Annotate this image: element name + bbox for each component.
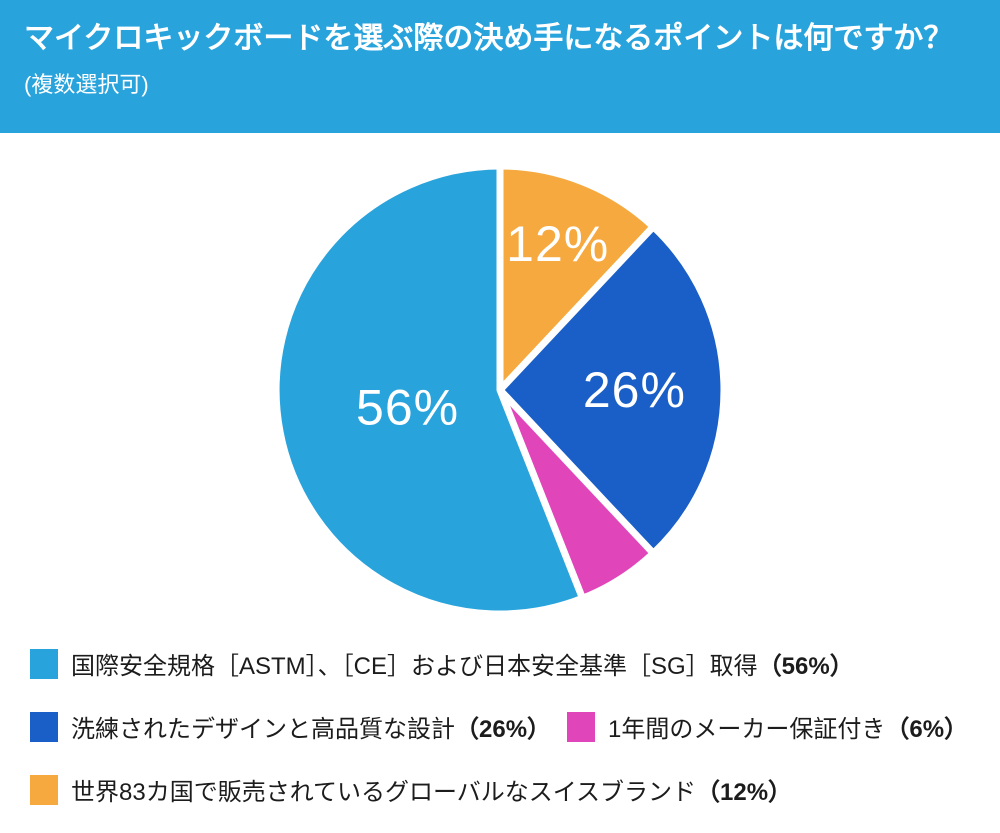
legend-label-design-quality: 洗練されたデザインと高品質な設計（26%） <box>71 709 551 744</box>
question-title: マイクロキックボードを選ぶ際の決め手になるポイントは何ですか？ <box>24 22 954 55</box>
legend-label-pct: （6%） <box>885 716 969 743</box>
legend-swatch-safety-standards <box>30 648 58 679</box>
question-subtitle: (複数選択可) <box>24 72 149 97</box>
legend-label-text: 洗練されたデザインと高品質な設計 <box>71 716 455 743</box>
legend-label-warranty: 1年間のメーカー保証付き（6%） <box>608 709 968 744</box>
pie-label-swiss-brand: 12% <box>506 216 609 272</box>
pie-slice-swiss-brand <box>496 162 657 394</box>
legend-row-2: 洗練されたデザインと高品質な設計（26%） 1年間のメーカー保証付き（6%） <box>30 709 968 744</box>
legend-item-swiss-brand: 世界83カ国で販売されているグローバルなスイスブランド（12%） <box>30 772 792 807</box>
legend-label-text: 1年間のメーカー保証付き <box>608 716 886 743</box>
question-banner: マイクロキックボードを選ぶ際の決め手になるポイントは何ですか？ (複数選択可) <box>0 0 1000 133</box>
legend-item-warranty: 1年間のメーカー保証付き（6%） <box>567 709 968 744</box>
legend: 国際安全規格［ASTM］、［CE］および日本安全基準［SG］取得（56%） 洗練… <box>30 646 968 807</box>
legend-label-pct: （12%） <box>696 779 793 806</box>
pie-chart-area: 12% 26% 56% <box>250 140 750 640</box>
legend-swatch-warranty <box>567 711 596 742</box>
legend-label-safety-standards: 国際安全規格［ASTM］、［CE］および日本安全基準［SG］取得（56%） <box>71 646 854 681</box>
legend-row-1: 国際安全規格［ASTM］、［CE］および日本安全基準［SG］取得（56%） <box>30 646 968 681</box>
legend-label-pct: （26%） <box>455 716 552 743</box>
pie-slice-design-quality <box>496 223 728 557</box>
pie-slice-safety-standards <box>272 162 586 618</box>
pie-label-design-quality: 26% <box>583 362 686 418</box>
legend-label-text: 世界83カ国で販売されているグローバルなスイスブランド <box>71 779 697 806</box>
legend-swatch-swiss-brand <box>30 774 58 805</box>
legend-label-text: 国際安全規格［ASTM］、［CE］および日本安全基準［SG］取得 <box>71 653 758 680</box>
pie-chart: 12% 26% 56% <box>272 162 728 618</box>
legend-item-safety-standards: 国際安全規格［ASTM］、［CE］および日本安全基準［SG］取得（56%） <box>30 646 854 681</box>
legend-label-pct: （56%） <box>757 653 854 680</box>
legend-row-3: 世界83カ国で販売されているグローバルなスイスブランド（12%） <box>30 772 968 807</box>
legend-item-design-quality: 洗練されたデザインと高品質な設計（26%） <box>30 709 551 744</box>
legend-swatch-design-quality <box>30 711 58 742</box>
pie-label-safety-standards: 56% <box>356 380 459 436</box>
legend-label-swiss-brand: 世界83カ国で販売されているグローバルなスイスブランド（12%） <box>71 772 792 807</box>
